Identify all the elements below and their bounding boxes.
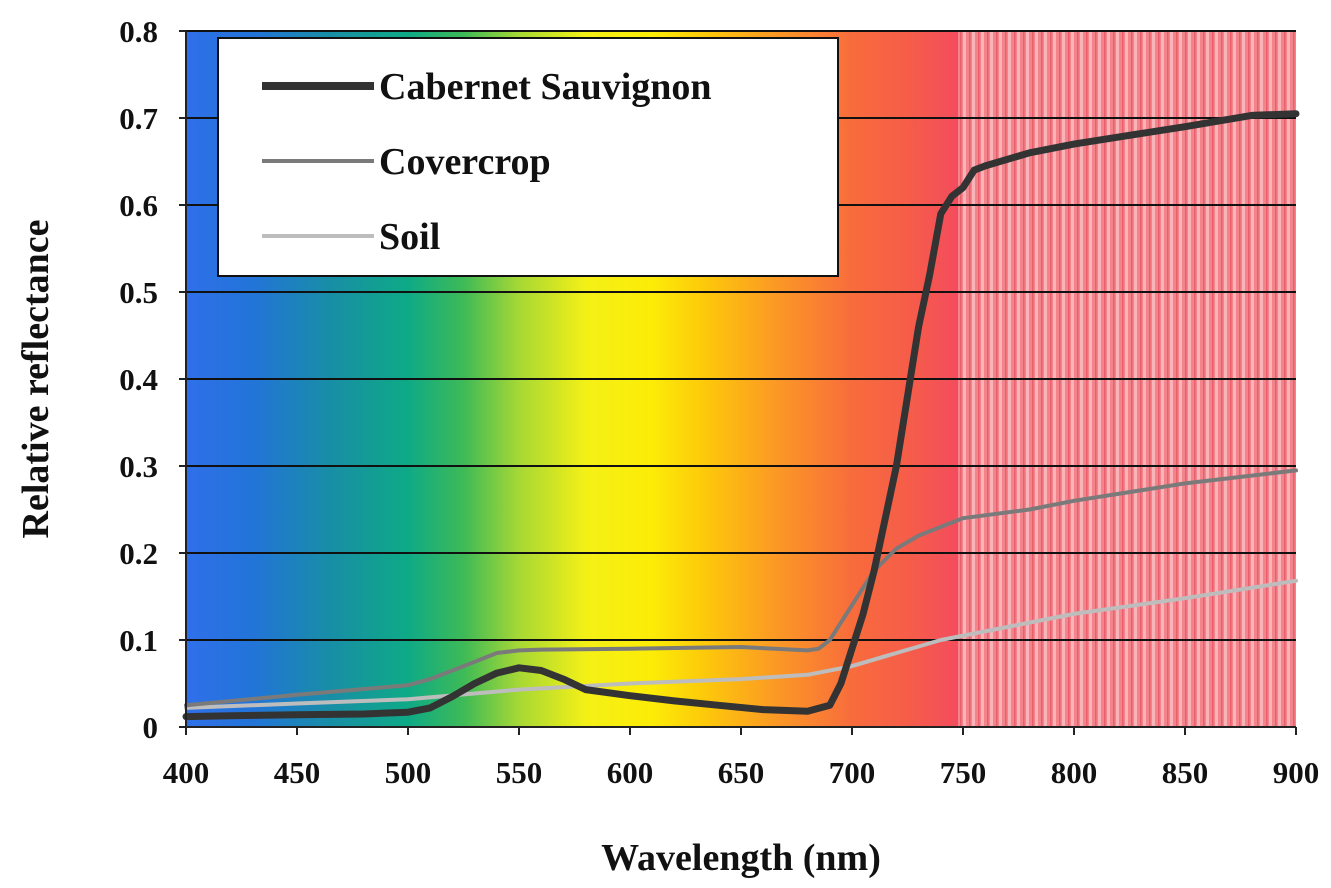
legend-label-covercrop: Covercrop	[379, 141, 551, 183]
series-layer	[182, 110, 1300, 721]
x-tick-label: 650	[718, 755, 765, 790]
x-tick-label: 800	[1051, 755, 1098, 790]
x-tick-label: 550	[496, 755, 543, 790]
y-tick-label: 0.7	[119, 101, 158, 136]
x-tick-label: 600	[607, 755, 654, 790]
x-tick-label: 900	[1273, 755, 1320, 790]
x-tick-label: 750	[940, 755, 987, 790]
legend: Cabernet Sauvignon Covercrop Soil	[217, 37, 839, 277]
series-line-cabernet-sauvignon	[182, 110, 1300, 721]
series-line-soil	[184, 578, 1298, 710]
y-tick-label: 0.2	[119, 536, 158, 571]
x-tick-label: 850	[1162, 755, 1209, 790]
y-axis-title: Relative reflectance	[15, 220, 57, 539]
x-tick-label: 450	[274, 755, 321, 790]
x-ticks: 400 450 500 550 600 650 700 750 800 850 900	[163, 727, 1320, 790]
x-tick-label: 500	[385, 755, 432, 790]
y-tick-label: 0	[143, 710, 159, 745]
y-tick-label: 0.6	[119, 188, 158, 223]
y-tick-label: 0.5	[119, 275, 158, 310]
y-tick-label: 0.1	[119, 623, 158, 658]
x-tick-label: 400	[163, 755, 210, 790]
legend-label-cabernet-sauvignon: Cabernet Sauvignon	[379, 66, 712, 108]
y-tick-label: 0.4	[119, 362, 158, 397]
y-tick-label: 0.3	[119, 449, 158, 484]
series-line-covercrop	[184, 468, 1298, 708]
y-tick-label: 0.8	[119, 14, 158, 49]
x-tick-label: 700	[829, 755, 876, 790]
legend-label-soil: Soil	[379, 216, 440, 258]
x-axis-title: Wavelength (nm)	[601, 837, 881, 879]
y-ticks: 0 0.1 0.2 0.3 0.4 0.5 0.6 0.7 0.8	[119, 14, 186, 745]
